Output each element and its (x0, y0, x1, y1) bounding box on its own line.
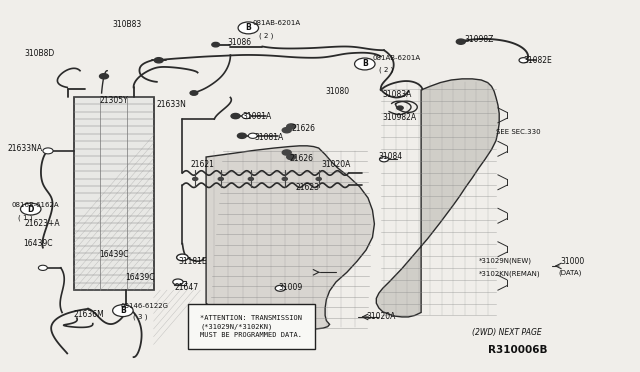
Text: 21623: 21623 (296, 183, 320, 192)
Circle shape (190, 91, 198, 95)
Text: 21621: 21621 (191, 160, 214, 169)
Circle shape (177, 254, 188, 261)
Circle shape (242, 113, 251, 119)
Text: 31081A: 31081A (242, 112, 271, 121)
Circle shape (38, 265, 47, 270)
Text: 21647: 21647 (174, 283, 198, 292)
Text: 310B8D: 310B8D (24, 49, 54, 58)
Text: B: B (120, 306, 125, 315)
Circle shape (380, 157, 388, 162)
Text: ( 2 ): ( 2 ) (259, 32, 273, 39)
Circle shape (154, 58, 163, 63)
Text: 21633N: 21633N (157, 100, 187, 109)
Text: 310982A: 310982A (383, 113, 417, 122)
Circle shape (355, 58, 375, 70)
Text: R310006B: R310006B (488, 346, 547, 355)
Text: 31000: 31000 (560, 257, 584, 266)
Circle shape (282, 177, 287, 180)
Circle shape (248, 133, 257, 138)
Text: 31098Z: 31098Z (464, 35, 493, 44)
Text: B: B (362, 60, 367, 68)
Text: (DATA): (DATA) (558, 269, 582, 276)
Text: 21636M: 21636M (74, 310, 104, 319)
Text: 21633NA: 21633NA (8, 144, 43, 153)
Text: 31083A: 31083A (383, 90, 412, 99)
Text: 21623+A: 21623+A (24, 219, 60, 228)
Text: 081AB-6201A: 081AB-6201A (253, 20, 301, 26)
Text: ( 2 ): ( 2 ) (379, 67, 393, 73)
Text: 16439C: 16439C (99, 250, 129, 259)
Text: 21626: 21626 (289, 154, 314, 163)
Circle shape (237, 133, 246, 138)
Text: 08146-6122G: 08146-6122G (120, 303, 168, 309)
Text: ( 3 ): ( 3 ) (133, 314, 148, 320)
Text: 21626: 21626 (291, 124, 315, 133)
Circle shape (193, 177, 198, 180)
Circle shape (218, 177, 223, 180)
Circle shape (100, 74, 109, 79)
Text: 31181E: 31181E (178, 257, 207, 266)
Circle shape (275, 285, 285, 291)
Circle shape (519, 58, 528, 63)
Circle shape (173, 279, 183, 285)
Circle shape (287, 154, 296, 160)
Text: *31029N(NEW): *31029N(NEW) (479, 258, 532, 264)
Text: 31084: 31084 (379, 153, 403, 161)
Text: (2WD) NEXT PAGE: (2WD) NEXT PAGE (472, 328, 542, 337)
Text: ( 1 ): ( 1 ) (18, 214, 33, 221)
Text: 31020A: 31020A (321, 160, 351, 169)
Circle shape (43, 148, 53, 154)
Text: SEE SEC.330: SEE SEC.330 (496, 129, 541, 135)
Text: 16439C: 16439C (23, 239, 52, 248)
Circle shape (287, 124, 296, 129)
Polygon shape (376, 79, 499, 317)
Circle shape (282, 150, 291, 155)
Text: 31082E: 31082E (524, 56, 552, 65)
Circle shape (456, 39, 465, 44)
Circle shape (231, 113, 240, 119)
Text: 31020A: 31020A (366, 312, 396, 321)
Circle shape (20, 203, 41, 215)
Text: 31081A: 31081A (255, 133, 284, 142)
Text: D: D (28, 205, 34, 214)
Polygon shape (206, 146, 374, 329)
Circle shape (212, 42, 220, 47)
Circle shape (397, 106, 403, 110)
Text: 16439C: 16439C (125, 273, 154, 282)
Text: B: B (246, 23, 251, 32)
Text: 31080: 31080 (325, 87, 349, 96)
Text: *ATTENTION: TRANSMISSION
(*31029N/*3102KN)
MUST BE PROGRAMMED DATA.: *ATTENTION: TRANSMISSION (*31029N/*3102K… (200, 315, 302, 338)
Circle shape (316, 177, 321, 180)
Text: 31086: 31086 (227, 38, 252, 47)
Circle shape (248, 177, 253, 180)
Text: 310B83: 310B83 (112, 20, 141, 29)
Text: 21305Y: 21305Y (99, 96, 128, 105)
Bar (74, 97, 154, 290)
Circle shape (238, 22, 259, 34)
Bar (174, 281, 186, 285)
Text: 08168-6162A: 08168-6162A (12, 202, 59, 208)
Text: *3102KN(REMAN): *3102KN(REMAN) (479, 270, 540, 277)
FancyBboxPatch shape (188, 304, 315, 349)
Circle shape (113, 305, 133, 317)
Text: 31009: 31009 (278, 283, 303, 292)
Circle shape (282, 128, 291, 133)
Text: 081AB-6201A: 081AB-6201A (372, 55, 420, 61)
